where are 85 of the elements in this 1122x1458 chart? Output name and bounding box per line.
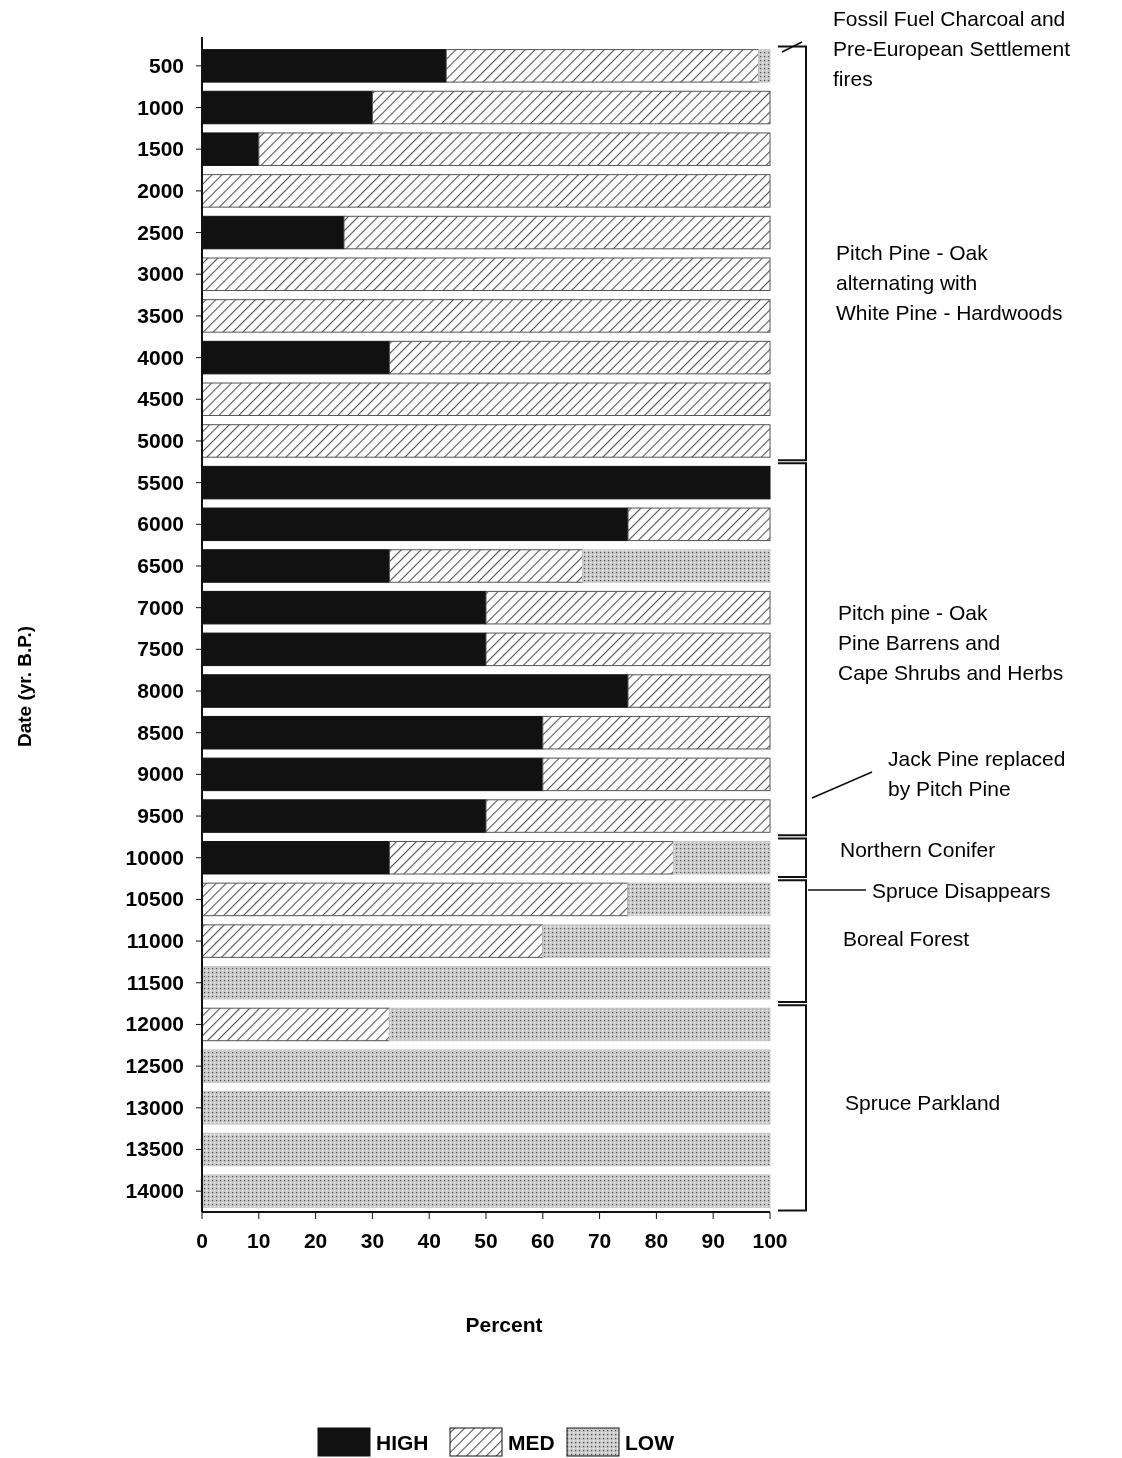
bar [388, 340, 771, 375]
text: Pitch Pine - Oak alternating with White Pine - Hardwoods [836, 241, 1063, 324]
y-tick-label: 9500 [137, 804, 184, 828]
bar [582, 549, 771, 583]
x-tick-label: 20 [303, 1229, 328, 1252]
x-tick-label: 0 [196, 1229, 208, 1252]
x-tick-label: 90 [701, 1229, 725, 1252]
bar [485, 590, 771, 625]
bar [627, 674, 771, 708]
legend-label: LOW [625, 1431, 675, 1454]
x-tick-label: 70 [587, 1229, 612, 1252]
y-tick-label: 4500 [137, 387, 184, 411]
text: Jack Pine replaced by Pitch Pine [888, 747, 1066, 800]
y-tick-label: 11000 [126, 929, 184, 953]
text: Boreal Forest [843, 927, 970, 950]
bar [201, 1007, 390, 1042]
y-tick-label: 13000 [125, 1095, 184, 1119]
y-tick-label: 14000 [125, 1179, 184, 1203]
y-tick-label: 10500 [125, 887, 184, 911]
bar [201, 1174, 771, 1208]
bar [201, 174, 771, 208]
y-tick-label: 7000 [137, 595, 184, 619]
y-tick-label: 10000 [125, 845, 184, 869]
y-tick-label: 2000 [137, 178, 184, 202]
bar [388, 840, 674, 875]
bar [672, 840, 771, 875]
x-tick-label: 10 [247, 1229, 271, 1252]
y-tick-label: 2500 [137, 220, 184, 244]
bar [201, 966, 771, 1000]
y-tick-label: 8500 [137, 720, 184, 744]
y-tick-label: 7500 [137, 637, 184, 661]
y-tick-label: 3000 [137, 262, 184, 286]
bar [388, 549, 584, 583]
x-tick-label: 60 [531, 1229, 555, 1252]
y-tick-label: 9000 [137, 762, 184, 786]
bar [542, 757, 771, 792]
bar [201, 882, 629, 917]
bar [542, 715, 771, 750]
y-tick-label: 13500 [125, 1137, 184, 1161]
bar [627, 882, 771, 917]
y-tick-label: 6500 [137, 553, 184, 577]
text: Pitch pine - Oak Pine Barrens and Cape Shrubs and Herbs [838, 601, 1064, 684]
bar [201, 382, 771, 417]
text: Fossil Fuel Charcoal and Pre-European Settlement fires [833, 7, 1071, 90]
y-tick-label: 5500 [137, 470, 184, 494]
y-tick-label: 500 [148, 53, 184, 77]
bar [758, 49, 771, 83]
bar [201, 299, 771, 333]
text: Spruce Parkland [845, 1091, 1001, 1114]
bar [627, 507, 771, 542]
bar [542, 924, 771, 958]
y-axis-title: Date (yr. B.P.) [14, 625, 35, 748]
x-tick-label: 40 [417, 1229, 441, 1252]
bar [201, 924, 544, 958]
bar [445, 49, 760, 83]
y-tick-label: 5000 [137, 428, 184, 452]
x-tick-label: 80 [644, 1229, 669, 1252]
text: Northern Conifer [840, 838, 996, 861]
bar [258, 132, 771, 166]
x-tick-label: 100 [752, 1229, 788, 1252]
y-tick-label: 12000 [125, 1012, 184, 1036]
bar [485, 632, 771, 667]
bar [388, 1007, 771, 1042]
x-tick-label: 50 [474, 1229, 498, 1252]
text: Spruce Disappears [872, 879, 1051, 902]
bar [485, 799, 771, 833]
bar [201, 1049, 771, 1083]
x-tick-label: 30 [360, 1229, 385, 1252]
y-tick-label: 12500 [125, 1054, 184, 1078]
y-tick-label: 11500 [126, 970, 184, 994]
y-tick-label: 1000 [137, 95, 184, 119]
y-tick-label: 4000 [137, 345, 184, 369]
x-axis-title: Percent [465, 1313, 543, 1336]
legend-label: HIGH [376, 1431, 429, 1454]
bar [343, 215, 771, 250]
bar [201, 424, 771, 458]
bar [201, 1091, 771, 1125]
legend-label: MED [508, 1431, 555, 1454]
bar [371, 90, 771, 125]
y-tick-label: 6000 [137, 512, 184, 536]
bar [201, 1132, 771, 1167]
y-tick-label: 1500 [137, 137, 184, 161]
bar [201, 257, 771, 291]
y-tick-label: 8000 [137, 679, 184, 703]
y-tick-label: 3500 [137, 303, 184, 327]
